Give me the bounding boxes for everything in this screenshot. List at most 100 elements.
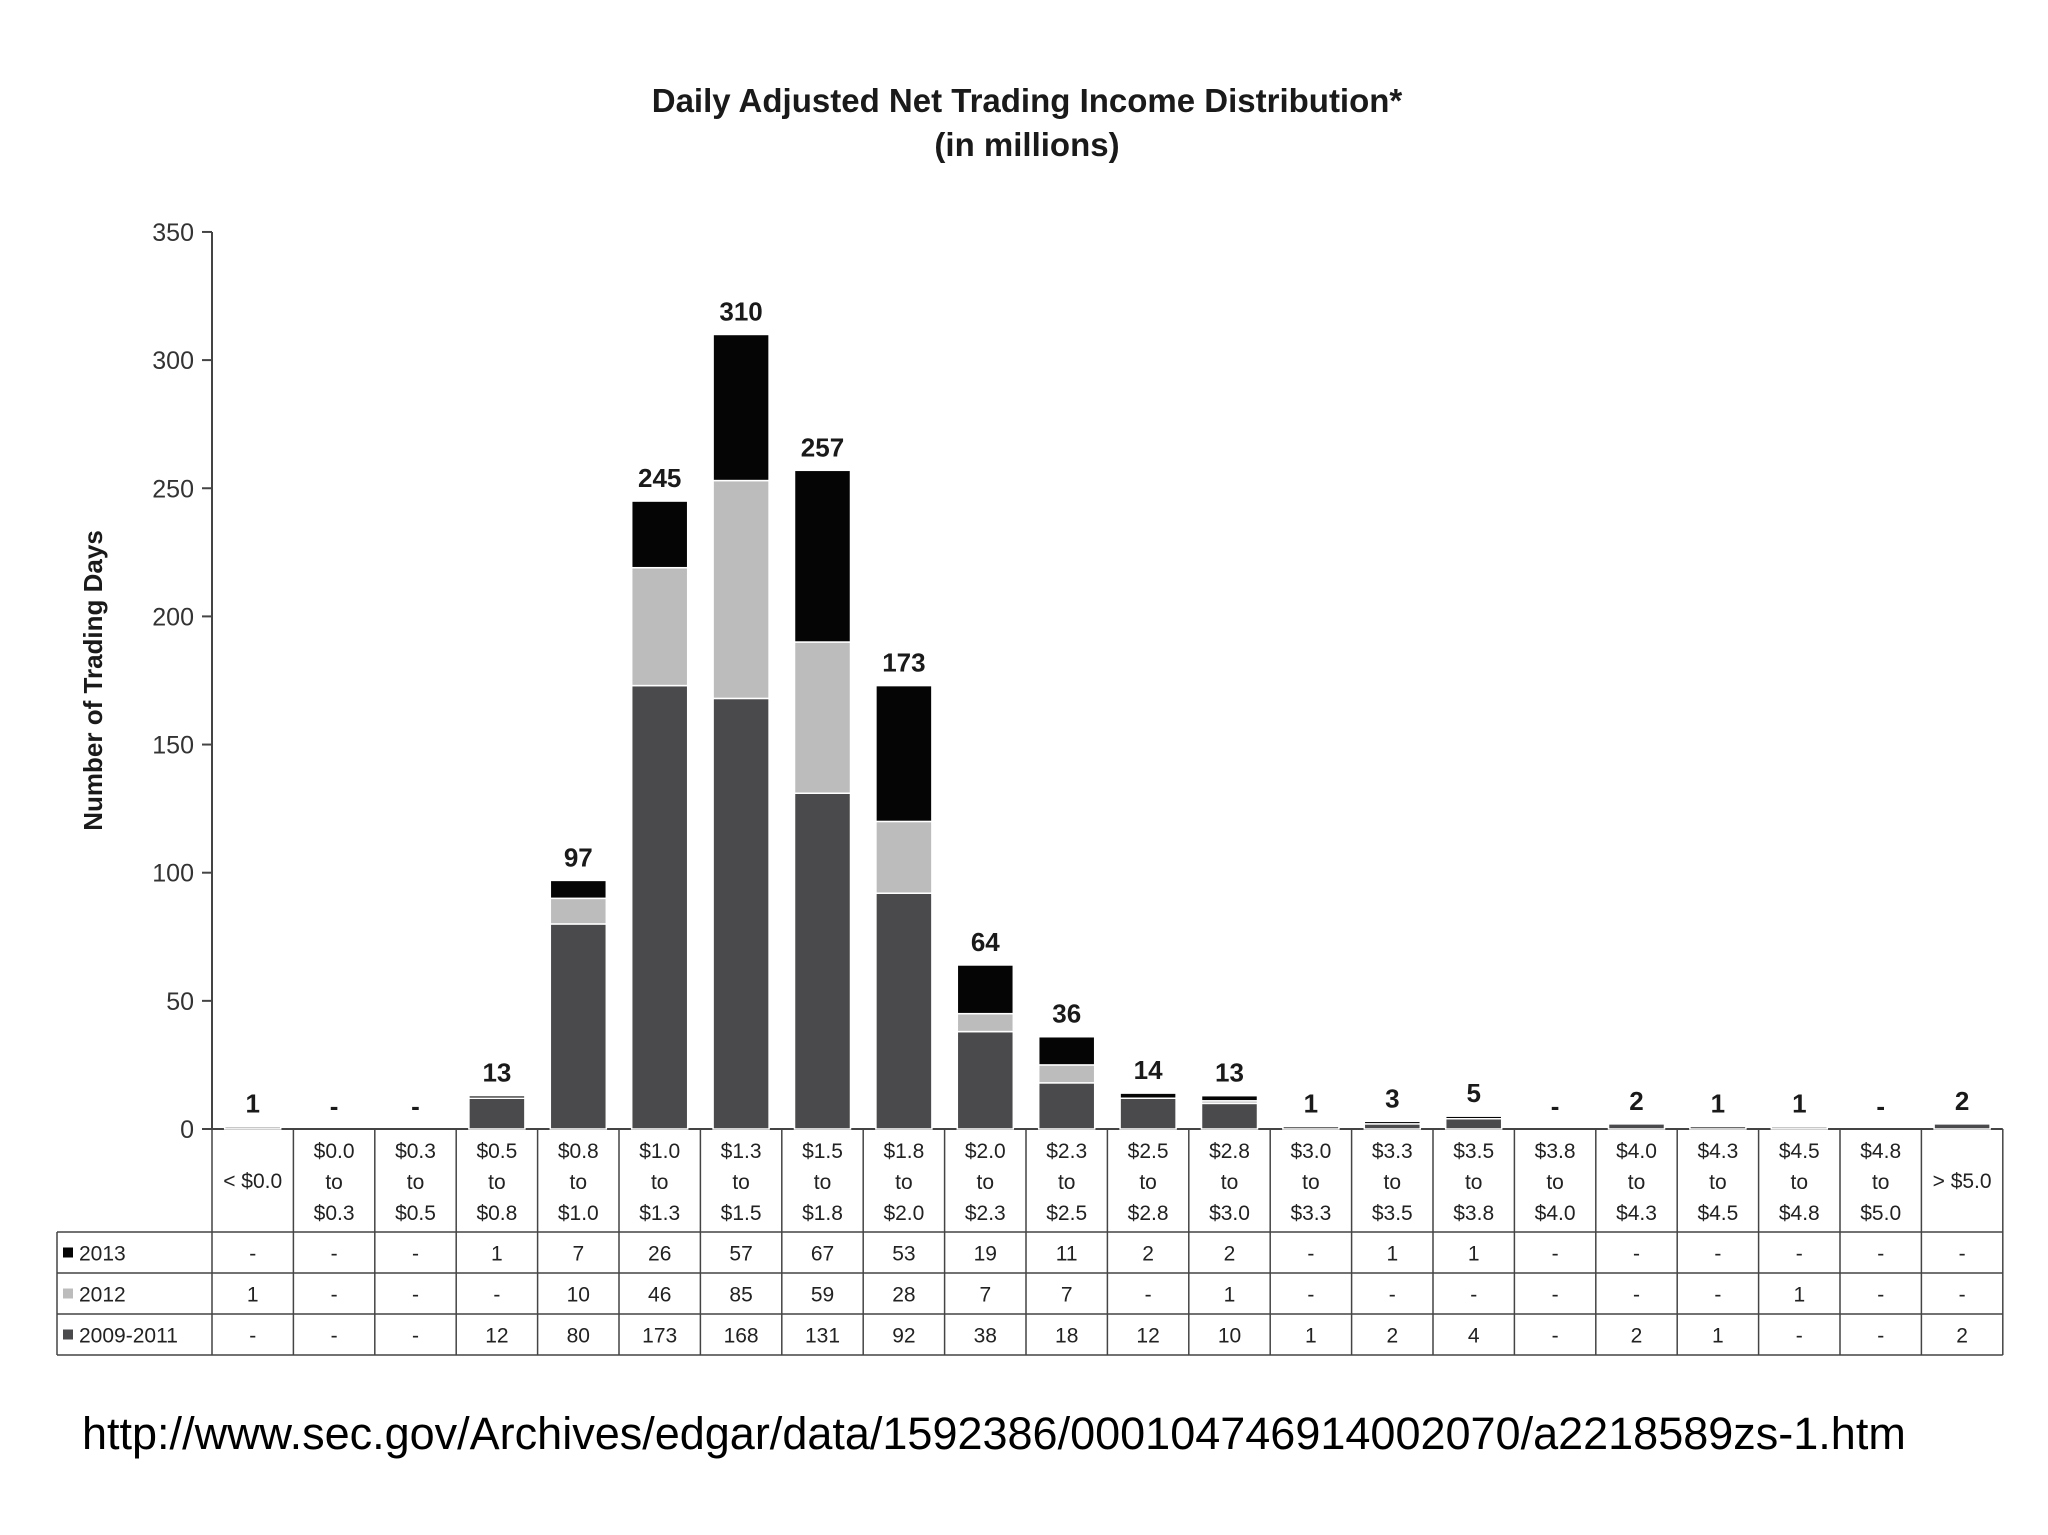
x-category-label: $4.3 [1697,1140,1738,1163]
table-cell: - [1145,1284,1152,1307]
bar-segment-2009-2011 [1282,1125,1340,1130]
source-url[interactable]: http://www.sec.gov/Archives/edgar/data/1… [82,1408,1906,1459]
x-category-label: > $5.0 [1933,1170,1992,1193]
table-cell: - [1877,1284,1884,1307]
table-cell: 2 [1631,1325,1643,1348]
table-cell: 1 [491,1243,503,1266]
x-category-label: to [488,1171,506,1194]
table-cell: - [1552,1284,1559,1307]
table-cell: 2 [1386,1325,1398,1348]
table-cell: - [331,1284,338,1307]
bar-total-label: 245 [638,463,681,493]
table-cell: - [1307,1243,1314,1266]
table-cell: - [1959,1243,1966,1266]
bar-segment-2009-2011 [1607,1123,1666,1130]
x-category-label: $2.8 [1128,1202,1169,1225]
x-category-label: to [977,1171,995,1194]
table-cell: - [1633,1243,1640,1266]
x-category-label: $3.5 [1372,1202,1413,1225]
bar-segment-2012 [875,820,933,894]
table-cell: 1 [1712,1325,1724,1348]
table-cell: - [1552,1325,1559,1348]
bar-segment-2009-2011 [1363,1123,1422,1130]
bar-total-label: 1 [1792,1088,1806,1118]
y-tick-label: 50 [166,988,194,1016]
x-category-label: $4.5 [1697,1202,1738,1225]
table-cell: - [1633,1284,1640,1307]
x-category-label: $0.8 [476,1202,517,1225]
bar-total-label: 14 [1134,1055,1163,1085]
table-cell: - [1307,1284,1314,1307]
x-category-label: $3.0 [1209,1202,1250,1225]
x-category-label: to [1791,1171,1809,1194]
bar-segment-2009-2011 [712,697,770,1130]
x-category-label: $1.8 [883,1140,924,1163]
x-category-label: $2.0 [883,1202,924,1225]
x-category-label: $0.5 [395,1202,436,1225]
table-cell: 2 [1956,1325,1968,1348]
bar-total-label: 1 [1304,1088,1318,1118]
table-cell: - [249,1243,256,1266]
bar-segment-2013 [1444,1115,1503,1120]
table-cell: - [1877,1243,1884,1266]
table-cell: 38 [974,1325,997,1348]
table-cell: - [1796,1325,1803,1348]
x-category-label: to [1546,1171,1564,1194]
x-category-label: to [1221,1171,1239,1194]
x-category-label: $5.0 [1860,1202,1901,1225]
table-cell: 80 [567,1325,590,1348]
x-category-label: $4.0 [1535,1202,1576,1225]
bar-segment-2009-2011 [793,792,852,1130]
bar-segment-2009-2011 [875,892,933,1130]
table-cell: 10 [567,1284,590,1307]
bar-segment-2009-2011 [468,1097,526,1130]
table-cell: 67 [811,1243,834,1266]
table-cell: - [331,1243,338,1266]
table-cell: 4 [1468,1325,1480,1348]
y-axis-label: Number of Trading Days [78,530,108,831]
x-category-label: $3.0 [1290,1140,1331,1163]
table-cell: 1 [1468,1243,1480,1266]
bar-segment-2009-2011 [956,1030,1015,1130]
bar-total-label: 5 [1466,1078,1480,1108]
bar-segment-2013 [549,879,608,900]
table-cell: 2 [1224,1243,1236,1266]
x-category-label: to [1872,1171,1890,1194]
bar-segment-2012 [1037,1064,1096,1084]
table-cell: - [493,1284,500,1307]
y-tick-label: 0 [180,1116,194,1144]
chart-title: Daily Adjusted Net Trading Income Distri… [652,82,1403,119]
bar-segment-2009-2011 [1689,1125,1747,1130]
x-category-label: to [1058,1171,1076,1194]
table-cell: 11 [1056,1243,1078,1266]
table-cell: 7 [1061,1284,1073,1307]
x-category-label: to [732,1171,750,1194]
bar-total-label: - [411,1091,420,1121]
x-category-label: $1.5 [802,1140,843,1163]
bar-total-label: - [330,1091,339,1121]
table-cell: 53 [892,1243,915,1266]
bar-segment-2013 [630,500,689,569]
bar-segment-2012 [956,1012,1015,1033]
table-cell: - [331,1325,338,1348]
legend-label-2009-2011: 2009-2011 [79,1325,178,1348]
bar-total-label: - [1876,1091,1885,1121]
table-cell: - [1796,1243,1803,1266]
bar-segment-2012 [549,897,608,925]
table-cell: 57 [729,1243,752,1266]
x-category-label: $3.8 [1535,1140,1576,1163]
bar-total-label: 36 [1052,999,1081,1029]
x-category-label: to [651,1171,669,1194]
x-category-label: to [1139,1171,1157,1194]
bar-total-label: - [1551,1091,1560,1121]
bar-total-label: 173 [882,648,925,678]
legend-swatch-2012 [63,1288,73,1299]
table-cell: 12 [1136,1325,1159,1348]
table-cell: - [1389,1284,1396,1307]
x-category-label: $4.8 [1779,1202,1820,1225]
y-tick-label: 300 [152,347,194,375]
legend-label-2012: 2012 [79,1284,126,1307]
x-category-label: $2.5 [1128,1140,1169,1163]
